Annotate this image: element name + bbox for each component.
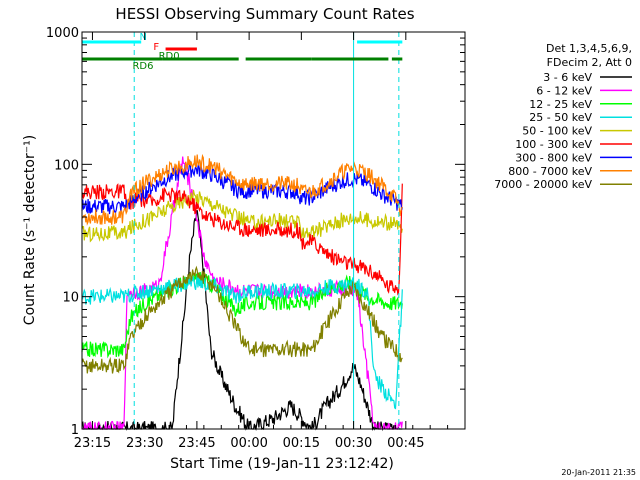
x-axis-label: Start Time (19-Jan-11 23:12:42) xyxy=(170,456,394,472)
legend-label-0: 3 - 6 keV xyxy=(543,71,592,84)
series-line-0 xyxy=(81,210,403,432)
flag-label-n: N xyxy=(139,32,146,43)
flag-label-f: F xyxy=(153,42,159,53)
y-tick-label-1: 10 xyxy=(62,291,79,306)
series-layer xyxy=(81,153,403,432)
legend-label-7: 800 - 7000 keV xyxy=(508,165,592,178)
legend-header-line-1: Det 1,3,4,5,6,9, xyxy=(546,42,632,55)
chart-title: HESSI Observing Summary Count Rates xyxy=(115,5,414,23)
x-tick-label-2: 23:45 xyxy=(178,436,215,451)
x-tick-label-1: 23:30 xyxy=(126,436,163,451)
legend-label-1: 6 - 12 keV xyxy=(536,84,592,97)
y-axis-label: Count Rate (s⁻¹ detector⁻¹) xyxy=(22,135,38,325)
series-line-5 xyxy=(81,183,403,296)
series-line-8 xyxy=(81,265,403,374)
legend-label-2: 12 - 25 keV xyxy=(529,98,592,111)
x-tick-label-6: 00:45 xyxy=(387,436,424,451)
flag-label-rd6: RD6 xyxy=(132,61,153,72)
series-line-4 xyxy=(81,189,403,243)
x-tick-label-3: 00:00 xyxy=(230,436,267,451)
legend-label-8: 7000 - 20000 keV xyxy=(494,178,592,191)
series-line-7 xyxy=(82,153,403,226)
series-line-3 xyxy=(81,275,403,410)
legend-header-line-2: FDecim 2, Att 0 xyxy=(547,56,632,69)
y-tick-label-2: 100 xyxy=(54,158,79,173)
legend-label-6: 300 - 800 keV xyxy=(515,151,592,164)
y-tick-label-3: 1000 xyxy=(46,26,79,41)
y-tick-label-0: 1 xyxy=(71,423,79,438)
x-tick-label-0: 23:15 xyxy=(74,436,111,451)
x-tick-label-4: 00:15 xyxy=(283,436,320,451)
footer-date: 20-Jan-2011 21:35 xyxy=(561,468,636,477)
legend-label-3: 25 - 50 keV xyxy=(529,111,592,124)
series-line-6 xyxy=(81,160,403,215)
axis-layer: 23:15 23:30 23:45 00:00 00:15 00:30 00:45 1 10 10… xyxy=(46,26,466,451)
legend-label-4: 50 - 100 keV xyxy=(522,125,592,138)
x-tick-label-5: 00:30 xyxy=(335,436,372,451)
flag-label-rd0: RD0 xyxy=(159,51,180,62)
legend-label-5: 100 - 300 keV xyxy=(515,138,592,151)
